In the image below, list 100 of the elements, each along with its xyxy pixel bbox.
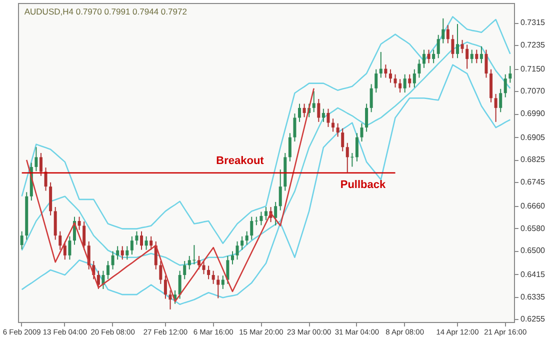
annotation: Pullback	[340, 179, 386, 191]
y-tick-label: 0.7235	[520, 40, 546, 50]
candlestick	[120, 246, 124, 260]
candlestick	[451, 34, 454, 59]
candlestick	[499, 88, 502, 113]
candlestick	[106, 260, 110, 280]
y-tick-label: 0.6990	[520, 109, 546, 118]
candlestick	[302, 103, 306, 118]
candlestick	[427, 49, 430, 64]
candlestick	[39, 152, 42, 176]
chart-title: AUDUSD,H4 0.7970 0.7991 0.7944 0.7972	[24, 6, 188, 16]
candlestick	[278, 168, 282, 211]
candlestick	[197, 255, 200, 270]
candlestick	[135, 230, 138, 246]
candlestick	[274, 201, 278, 226]
candlestick	[326, 108, 330, 128]
candlestick	[365, 103, 368, 132]
candlestick	[164, 275, 167, 300]
candlestick	[412, 68, 416, 88]
candlestick	[250, 216, 254, 240]
candlestick	[394, 74, 397, 88]
candlestick	[20, 230, 24, 250]
candlestick	[484, 49, 488, 78]
candlestick	[236, 240, 239, 260]
candlestick	[178, 270, 182, 300]
candlestick	[432, 49, 436, 64]
candlestick	[360, 122, 364, 142]
candlestick	[68, 236, 72, 260]
y-tick-label: 0.6745	[520, 178, 546, 187]
candlestick	[480, 46, 483, 64]
candlestick	[403, 74, 406, 94]
y-tick-label: 0.6255	[520, 314, 546, 324]
candlestick	[34, 146, 38, 172]
candlestick	[226, 255, 230, 284]
y-tick-label: 0.7315	[520, 18, 546, 28]
candlestick	[207, 265, 210, 280]
candlestick	[508, 65, 512, 84]
candlestick	[350, 152, 354, 168]
candlestick	[317, 98, 320, 122]
candlestick	[494, 93, 498, 122]
y-tick-label: 0.6660	[520, 201, 546, 210]
line-series	[21, 16, 511, 244]
candlestick	[341, 128, 344, 152]
candlestick	[144, 236, 148, 250]
candlestick	[82, 221, 86, 250]
line-series	[26, 88, 315, 302]
candlestick	[442, 18, 445, 44]
y-tick-label: 0.6825	[520, 155, 546, 164]
candlestick	[370, 84, 373, 113]
candlestick	[298, 103, 302, 122]
candlestick	[140, 230, 144, 250]
candlestick	[116, 246, 120, 260]
candlestick	[398, 78, 402, 94]
candlestick	[346, 142, 349, 173]
candlestick	[168, 290, 172, 310]
candlestick	[221, 275, 224, 290]
candlestick	[336, 122, 340, 138]
y-tick-label: 0.7150	[520, 64, 546, 74]
y-tick-label: 0.6415	[520, 270, 546, 279]
candlestick	[288, 132, 292, 162]
candlestick	[126, 246, 129, 260]
candlestick	[230, 250, 234, 265]
candlestick	[408, 74, 412, 88]
candlestick	[150, 236, 153, 250]
y-tick-label: 0.6580	[520, 224, 546, 233]
candlestick	[78, 216, 81, 230]
candlestick	[240, 236, 244, 250]
candlestick	[422, 49, 426, 68]
candlestick	[293, 113, 296, 142]
candlestick	[355, 132, 358, 162]
y-tick-label: 0.6905	[520, 132, 546, 142]
candlestick	[58, 230, 62, 250]
y-tick-label: 0.6500	[520, 246, 546, 256]
candlestick	[388, 68, 392, 84]
candlestick	[44, 167, 48, 192]
candlestick	[504, 74, 507, 98]
candlestick	[202, 260, 206, 275]
candlestick	[63, 240, 66, 260]
candlestick	[216, 275, 220, 299]
candlestick	[418, 59, 421, 78]
candlestick	[212, 270, 215, 284]
candlestick	[374, 68, 378, 94]
candlestick	[446, 24, 450, 44]
candlestick	[111, 250, 114, 270]
y-tick-label: 0.6335	[520, 292, 546, 302]
candlestick	[475, 49, 478, 64]
candlestick	[470, 49, 474, 64]
candlestick	[456, 23, 460, 59]
candlestick	[460, 39, 464, 54]
candlestick	[96, 270, 100, 290]
candlestick	[436, 34, 440, 59]
candlestick	[245, 230, 248, 246]
candlestick	[322, 108, 325, 122]
candlestick	[332, 118, 335, 132]
candlestick	[130, 236, 134, 256]
candlestick	[379, 51, 382, 78]
candlestick	[384, 64, 388, 78]
candlestick	[312, 90, 316, 113]
candlestick	[159, 260, 162, 284]
annotation: Breakout	[216, 155, 264, 167]
